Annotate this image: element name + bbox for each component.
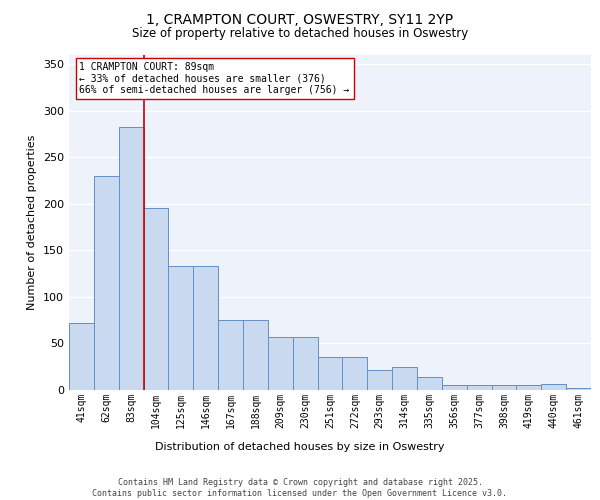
Text: 1, CRAMPTON COURT, OSWESTRY, SY11 2YP: 1, CRAMPTON COURT, OSWESTRY, SY11 2YP xyxy=(146,12,454,26)
Bar xyxy=(517,386,541,390)
Bar xyxy=(417,377,442,390)
Bar xyxy=(243,320,268,390)
Bar xyxy=(566,388,591,390)
Bar xyxy=(343,358,367,390)
Bar xyxy=(193,266,218,390)
Bar xyxy=(94,176,119,390)
Text: Distribution of detached houses by size in Oswestry: Distribution of detached houses by size … xyxy=(155,442,445,452)
Bar xyxy=(467,386,491,390)
Bar xyxy=(119,126,143,390)
Y-axis label: Number of detached properties: Number of detached properties xyxy=(28,135,37,310)
Text: Contains HM Land Registry data © Crown copyright and database right 2025.
Contai: Contains HM Land Registry data © Crown c… xyxy=(92,478,508,498)
Bar xyxy=(392,366,417,390)
Bar xyxy=(317,358,343,390)
Bar xyxy=(293,337,317,390)
Text: Size of property relative to detached houses in Oswestry: Size of property relative to detached ho… xyxy=(132,28,468,40)
Bar xyxy=(143,208,169,390)
Bar xyxy=(541,384,566,390)
Bar xyxy=(268,337,293,390)
Bar xyxy=(491,386,517,390)
Bar xyxy=(169,266,193,390)
Bar xyxy=(367,370,392,390)
Bar xyxy=(442,386,467,390)
Bar xyxy=(69,323,94,390)
Text: 1 CRAMPTON COURT: 89sqm
← 33% of detached houses are smaller (376)
66% of semi-d: 1 CRAMPTON COURT: 89sqm ← 33% of detache… xyxy=(79,62,350,95)
Bar xyxy=(218,320,243,390)
